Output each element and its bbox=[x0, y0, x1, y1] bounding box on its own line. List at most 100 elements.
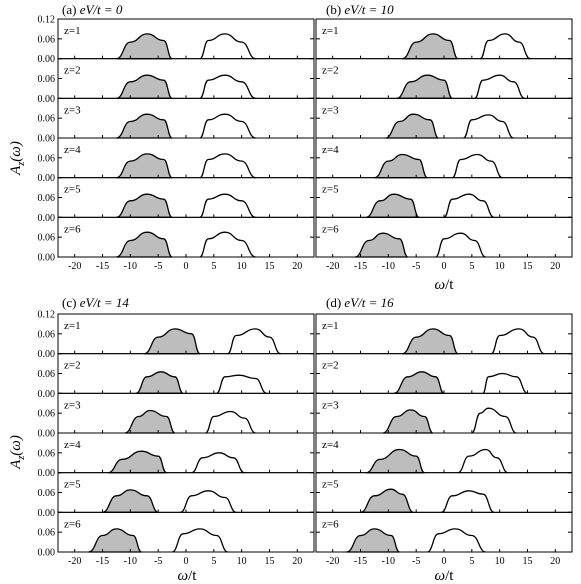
xtick-label-a-7: 15 bbox=[264, 261, 274, 272]
panel-d: z=1 z=2 z=3 z=4 z=5 z=6 -20 -15 -10 -5 0 5 10 15 20 bbox=[315, 313, 573, 567]
z-label-b-z5: z=5 bbox=[322, 184, 339, 196]
band-empty-c-z6 bbox=[171, 528, 228, 553]
band-empty-d-z5 bbox=[440, 490, 495, 513]
row-frame-a-z5 bbox=[57, 177, 315, 218]
band-occupied-a-z4 bbox=[116, 153, 173, 179]
xtick-label-d-2: -10 bbox=[382, 556, 395, 567]
ytick-label-a-z5-1: 0.06 bbox=[38, 193, 56, 204]
xtick-label-a-0: -20 bbox=[68, 261, 81, 272]
y-axis-title-bottom: Az(ω) bbox=[8, 435, 27, 470]
band-occupied-c-z5 bbox=[102, 489, 159, 513]
band-occupied-a-z6 bbox=[116, 231, 173, 258]
ytick-label-a-z3-1: 0.06 bbox=[38, 114, 56, 125]
z-label-c-z6: z=6 bbox=[64, 518, 81, 530]
ytick-label-a-z2-1: 0.06 bbox=[38, 74, 56, 85]
band-occupied-c-z3 bbox=[124, 409, 176, 434]
xtick-label-c-2: -10 bbox=[124, 556, 137, 567]
band-occupied-b-z3 bbox=[385, 113, 439, 139]
band-occupied-a-z5 bbox=[116, 193, 173, 218]
ytick-label-a-z5-0: 0.00 bbox=[38, 213, 56, 224]
xtick-label-d-1: -15 bbox=[354, 556, 367, 567]
ytick-label-a-z4-0: 0.00 bbox=[38, 173, 56, 184]
xtick-label-c-0: -20 bbox=[68, 556, 81, 567]
band-empty-a-z4 bbox=[199, 153, 256, 179]
panel-b: z=1 z=2 z=3 z=4 z=5 z=6 -20 -15 -10 -5 0 5 10 15 20 bbox=[315, 18, 573, 272]
row-frame-d-z5 bbox=[315, 472, 573, 513]
xtick-label-c-4: 0 bbox=[184, 556, 189, 567]
xtick-label-c-5: 5 bbox=[211, 556, 216, 567]
row-frame-d-z3 bbox=[315, 392, 573, 434]
row-frame-c-z5 bbox=[57, 472, 315, 513]
ytick-label-c-z6-1: 0.06 bbox=[38, 528, 56, 539]
row-frame-c-z3 bbox=[57, 392, 315, 434]
band-empty-a-z6 bbox=[199, 231, 256, 258]
z-label-a-z2: z=2 bbox=[64, 65, 81, 77]
xtick-label-b-3: -5 bbox=[412, 261, 420, 272]
z-label-b-z3: z=3 bbox=[322, 104, 339, 116]
band-empty-a-z1 bbox=[199, 33, 256, 60]
xtick-label-b-2: -10 bbox=[382, 261, 395, 272]
xtick-label-b-5: 5 bbox=[469, 261, 474, 272]
band-empty-c-z3 bbox=[205, 410, 256, 434]
z-label-a-z6: z=6 bbox=[64, 223, 81, 235]
band-occupied-c-z2 bbox=[135, 371, 184, 394]
band-occupied-a-z1 bbox=[116, 33, 173, 60]
ytick-label-a-z1-0: 0.00 bbox=[38, 54, 56, 65]
x-axis-title-bottom-left: ω/t bbox=[178, 568, 198, 584]
xtick-label-a-5: 5 bbox=[211, 261, 216, 272]
row-frame-d-z4 bbox=[315, 432, 573, 474]
band-occupied-c-z4 bbox=[107, 450, 167, 474]
panel-title-b: (b) eV/t = 10 bbox=[326, 2, 394, 17]
xtick-label-d-5: 5 bbox=[469, 556, 474, 567]
z-label-d-z5: z=5 bbox=[322, 479, 339, 491]
ytick-label-a-z6-1: 0.06 bbox=[38, 233, 56, 244]
band-occupied-b-z2 bbox=[396, 74, 453, 99]
band-empty-a-z3 bbox=[199, 113, 256, 139]
xtick-label-b-8: 20 bbox=[550, 261, 560, 272]
row-frame-c-z4 bbox=[57, 432, 315, 474]
xtick-label-b-1: -15 bbox=[354, 261, 367, 272]
xtick-label-b-6: 10 bbox=[495, 261, 505, 272]
xtick-label-c-8: 20 bbox=[292, 556, 302, 567]
row-frame-a-z4 bbox=[57, 137, 315, 179]
row-frame-a-z3 bbox=[57, 97, 315, 139]
ytick-label-c-z2-1: 0.06 bbox=[38, 369, 56, 380]
panel-title-c: (c) eV/t = 14 bbox=[62, 295, 129, 310]
row-frame-c-z2 bbox=[57, 353, 315, 394]
xtick-label-a-3: -5 bbox=[154, 261, 162, 272]
band-occupied-b-z5 bbox=[365, 193, 420, 218]
ytick-label-c-z1-1: 0.06 bbox=[38, 329, 56, 340]
z-label-d-z4: z=4 bbox=[322, 439, 339, 451]
band-occupied-d-z4 bbox=[365, 448, 425, 474]
xtick-label-a-2: -10 bbox=[124, 261, 137, 272]
band-empty-b-z1 bbox=[479, 33, 531, 60]
band-empty-c-z1 bbox=[227, 328, 281, 355]
panel-title-a: (a) eV/t = 0 bbox=[62, 2, 123, 17]
band-empty-b-z5 bbox=[443, 193, 495, 218]
band-occupied-b-z6 bbox=[354, 232, 409, 258]
xtick-label-a-6: 10 bbox=[237, 261, 247, 272]
z-label-a-z4: z=4 bbox=[64, 144, 81, 156]
xtick-label-c-3: -5 bbox=[154, 556, 162, 567]
band-occupied-c-z1 bbox=[144, 328, 201, 355]
ytick-label-c-z5-0: 0.00 bbox=[38, 508, 56, 519]
ytick-label-c-z1-0: 0.00 bbox=[38, 349, 56, 360]
z-label-a-z1: z=1 bbox=[64, 25, 81, 37]
ytick-label-a-z4-1: 0.06 bbox=[38, 153, 56, 164]
x-axis-title-top: ω/t bbox=[435, 277, 455, 293]
z-label-a-z5: z=5 bbox=[64, 184, 81, 196]
xtick-label-b-4: 0 bbox=[442, 261, 447, 272]
band-occupied-a-z2 bbox=[116, 74, 173, 99]
xtick-label-d-6: 10 bbox=[495, 556, 505, 567]
ytick-label-c-z4-0: 0.00 bbox=[38, 468, 56, 479]
row-frame-d-z2 bbox=[315, 353, 573, 394]
ytick-label-c-z3-0: 0.00 bbox=[38, 429, 56, 440]
band-occupied-d-z6 bbox=[346, 528, 400, 553]
z-label-c-z4: z=4 bbox=[64, 439, 81, 451]
ytick-label-c-z3-1: 0.06 bbox=[38, 409, 56, 420]
xtick-label-c-1: -15 bbox=[96, 556, 109, 567]
band-empty-b-z6 bbox=[435, 232, 486, 258]
row-frame-b-z3 bbox=[315, 97, 573, 139]
ytick-label-a-z6-0: 0.00 bbox=[38, 253, 56, 264]
